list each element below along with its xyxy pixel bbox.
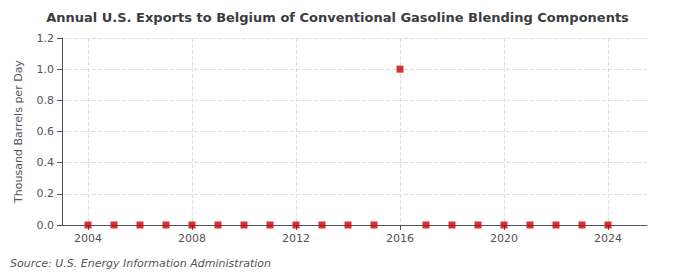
svg-text:2016: 2016 <box>386 232 414 245</box>
svg-text:2004: 2004 <box>74 232 102 245</box>
svg-text:1.0: 1.0 <box>37 63 55 76</box>
svg-text:0.4: 0.4 <box>37 156 55 169</box>
svg-text:Source: U.S. Energy Informatio: Source: U.S. Energy Information Administ… <box>10 257 271 270</box>
svg-text:1.2: 1.2 <box>37 32 55 45</box>
svg-text:2008: 2008 <box>178 232 206 245</box>
svg-text:2012: 2012 <box>282 232 310 245</box>
svg-text:Annual U.S. Exports to Belgium: Annual U.S. Exports to Belgium of Conven… <box>46 10 629 25</box>
svg-text:2024: 2024 <box>594 232 622 245</box>
svg-text:0.8: 0.8 <box>37 94 55 107</box>
svg-text:0.6: 0.6 <box>37 125 55 138</box>
svg-text:0.0: 0.0 <box>37 219 55 232</box>
svg-text:0.2: 0.2 <box>37 187 55 200</box>
svg-text:2020: 2020 <box>490 232 518 245</box>
svg-text:Thousand Barrels per Day: Thousand Barrels per Day <box>12 60 25 204</box>
